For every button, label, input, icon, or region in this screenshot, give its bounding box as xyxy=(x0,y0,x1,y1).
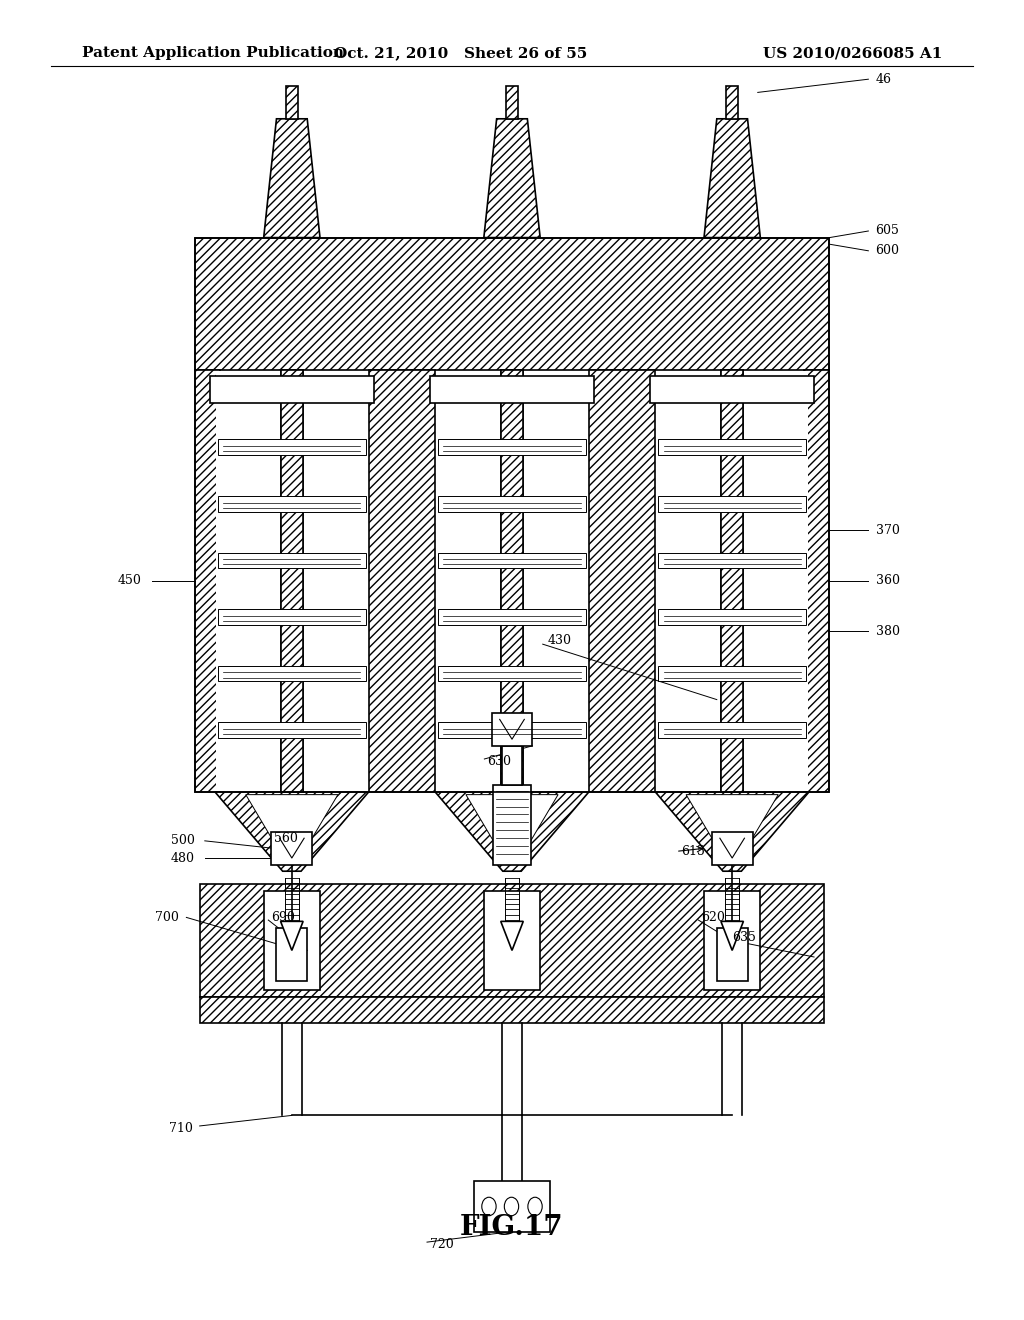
Bar xyxy=(218,496,366,512)
Text: 380: 380 xyxy=(876,624,899,638)
Bar xyxy=(804,370,829,792)
Text: Patent Application Publication: Patent Application Publication xyxy=(82,46,344,61)
Polygon shape xyxy=(246,795,338,865)
Bar xyxy=(501,370,523,792)
Text: 635: 635 xyxy=(732,931,756,944)
Polygon shape xyxy=(435,792,589,871)
Bar xyxy=(200,997,824,1023)
Text: 630: 630 xyxy=(487,755,511,768)
Bar xyxy=(589,370,655,792)
Bar xyxy=(658,665,806,681)
Text: 46: 46 xyxy=(876,73,892,86)
Bar xyxy=(218,722,366,738)
Bar xyxy=(438,665,586,681)
Bar xyxy=(650,376,814,403)
Polygon shape xyxy=(263,119,319,238)
Bar xyxy=(271,832,312,865)
Polygon shape xyxy=(466,795,558,865)
Bar xyxy=(216,371,368,791)
Text: 450: 450 xyxy=(118,574,141,587)
Polygon shape xyxy=(215,792,369,871)
Bar xyxy=(286,86,298,119)
Bar xyxy=(717,928,748,981)
Bar xyxy=(281,370,303,792)
Bar xyxy=(438,440,586,455)
Bar xyxy=(658,496,806,512)
Polygon shape xyxy=(281,921,303,950)
Text: 690: 690 xyxy=(271,911,295,924)
Bar xyxy=(218,553,366,569)
Text: 430: 430 xyxy=(548,634,571,647)
Bar xyxy=(712,832,753,865)
Bar xyxy=(473,1181,551,1232)
Bar xyxy=(721,370,743,792)
Bar xyxy=(218,440,366,455)
Bar xyxy=(438,722,586,738)
Bar xyxy=(658,722,806,738)
Polygon shape xyxy=(501,921,523,950)
Polygon shape xyxy=(705,119,760,238)
Polygon shape xyxy=(655,792,809,871)
Bar xyxy=(438,553,586,569)
Polygon shape xyxy=(686,795,778,865)
Bar xyxy=(195,238,829,370)
Bar xyxy=(506,86,518,119)
Bar xyxy=(218,609,366,624)
Bar xyxy=(195,370,220,792)
Text: 700: 700 xyxy=(156,911,179,924)
Bar xyxy=(658,609,806,624)
Bar xyxy=(438,496,586,512)
Text: 370: 370 xyxy=(876,524,899,537)
Circle shape xyxy=(527,1197,543,1216)
Bar xyxy=(200,884,824,997)
Bar xyxy=(438,609,586,624)
Text: 480: 480 xyxy=(171,851,195,865)
Bar xyxy=(501,370,523,792)
Circle shape xyxy=(504,1197,518,1216)
Text: 360: 360 xyxy=(876,574,899,587)
Bar xyxy=(276,928,307,981)
Text: 720: 720 xyxy=(430,1238,454,1251)
Text: Oct. 21, 2010   Sheet 26 of 55: Oct. 21, 2010 Sheet 26 of 55 xyxy=(334,46,588,61)
Circle shape xyxy=(482,1197,497,1216)
Polygon shape xyxy=(721,921,743,950)
Bar xyxy=(436,371,588,791)
Text: 600: 600 xyxy=(876,244,899,257)
Text: 605: 605 xyxy=(876,224,899,238)
Bar xyxy=(658,553,806,569)
Bar xyxy=(210,376,374,403)
Bar xyxy=(281,370,303,792)
Bar xyxy=(705,891,760,990)
Bar xyxy=(493,785,531,865)
Bar xyxy=(492,713,532,746)
Polygon shape xyxy=(483,119,541,238)
Bar xyxy=(483,891,541,990)
Bar xyxy=(656,371,808,791)
Bar xyxy=(369,370,435,792)
Text: 620: 620 xyxy=(701,911,725,924)
Bar xyxy=(218,665,366,681)
Text: 710: 710 xyxy=(169,1122,193,1135)
Bar xyxy=(430,376,594,403)
Text: 560: 560 xyxy=(274,832,298,845)
Bar xyxy=(502,746,522,785)
Bar xyxy=(195,238,829,792)
Text: 500: 500 xyxy=(171,834,195,847)
Text: US 2010/0266085 A1: US 2010/0266085 A1 xyxy=(763,46,942,61)
Bar xyxy=(658,440,806,455)
Text: 615: 615 xyxy=(681,845,705,858)
Bar xyxy=(263,891,319,990)
Bar xyxy=(726,86,738,119)
Bar xyxy=(721,370,743,792)
Text: FIG.17: FIG.17 xyxy=(460,1214,564,1241)
